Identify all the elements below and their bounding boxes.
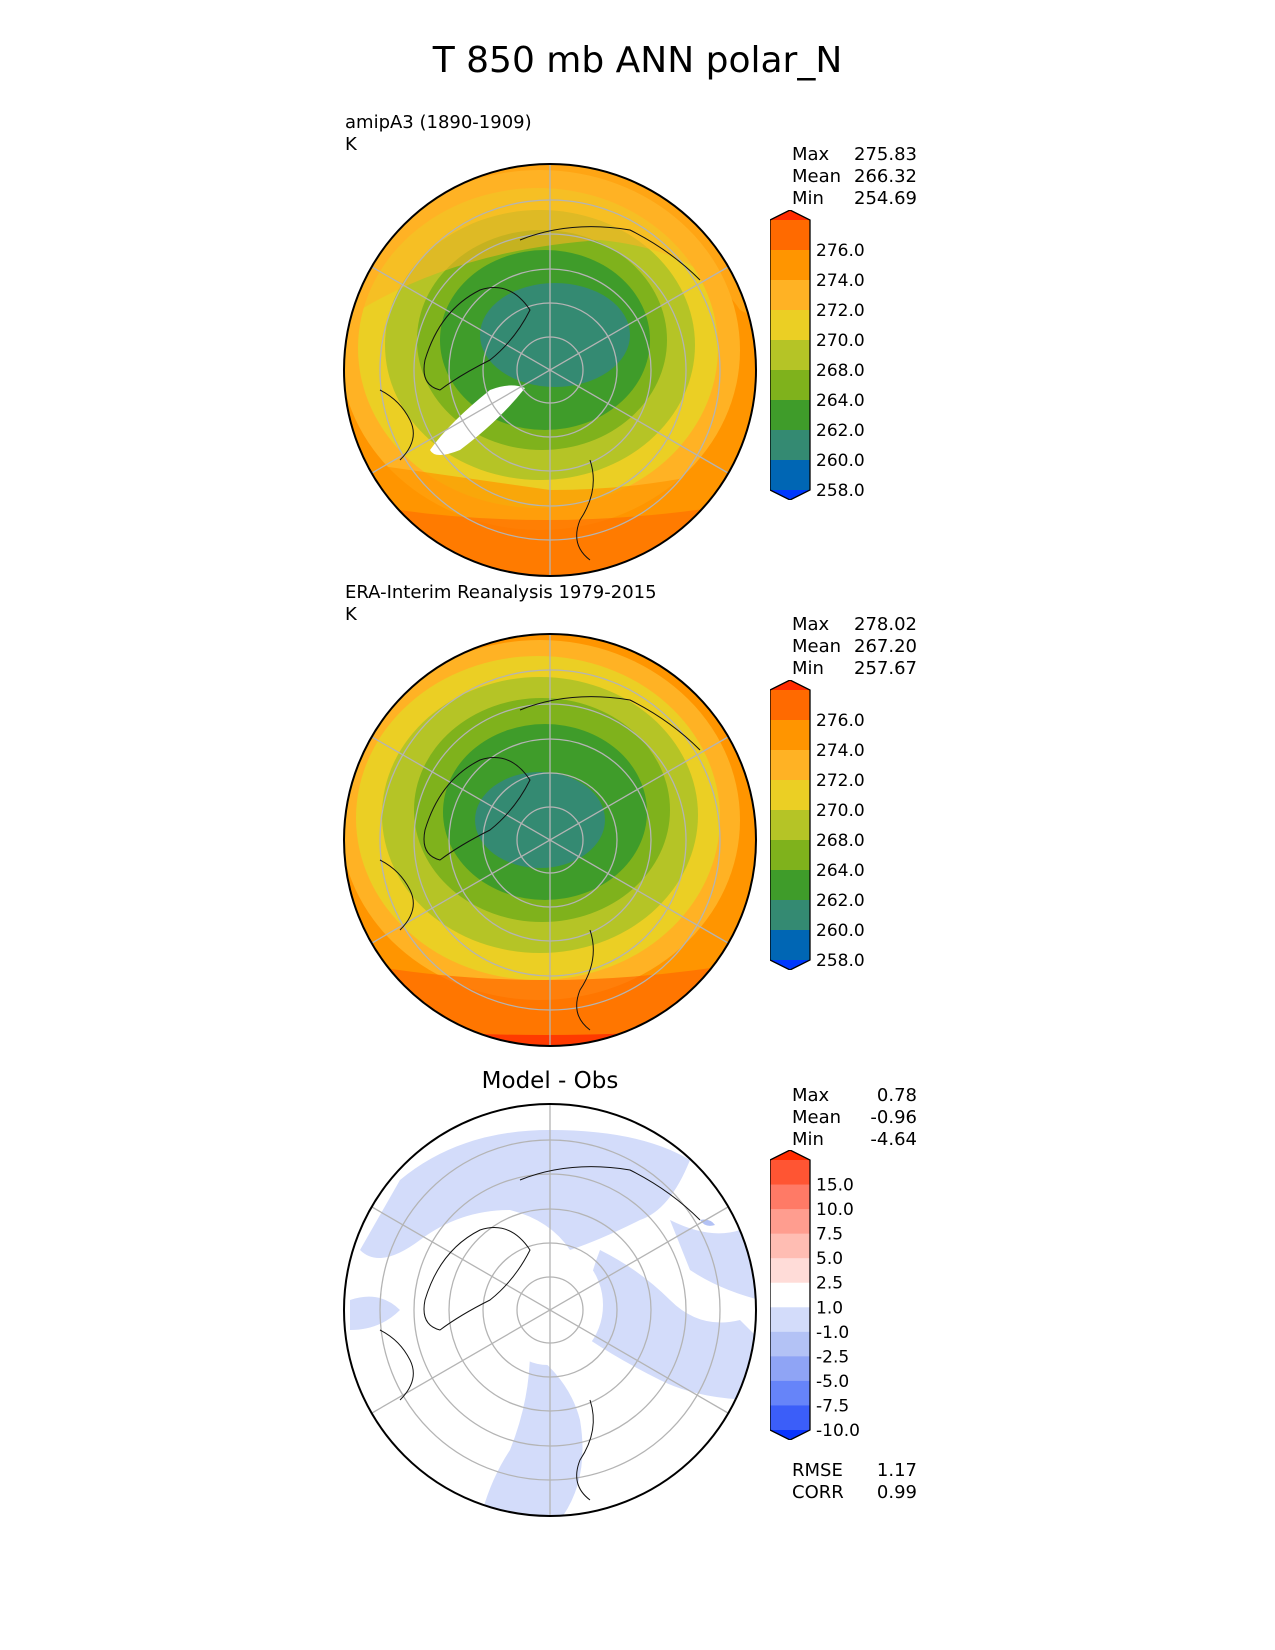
colorbar-swatch: [770, 370, 810, 401]
colorbar-swatch: [770, 400, 810, 431]
colorbar-tick-label: 272.0: [816, 771, 865, 791]
metric-corr: CORR 0.99: [792, 1482, 917, 1503]
colorbar-swatch: [770, 720, 810, 751]
colorbar-swatch: [770, 840, 810, 871]
colorbar-tick-label: 264.0: [816, 861, 865, 881]
stat-mean: Mean 267.20: [792, 636, 917, 657]
colorbar-tick-label: 15.0: [816, 1176, 854, 1196]
colorbar-swatch: [770, 750, 810, 781]
colorbar-tick-label: -2.5: [816, 1347, 849, 1367]
colorbar-swatch: [770, 680, 810, 690]
colorbar-tick-label: 2.5: [816, 1274, 843, 1294]
colorbar-swatch: [770, 1380, 810, 1406]
colorbar-swatch: [770, 780, 810, 811]
colorbar-tick-label: 270.0: [816, 331, 865, 351]
colorbar-swatch: [770, 280, 810, 311]
panel-obs-colorbar: 276.0 274.0 272.0 270.0 268.0 264.0 262.0 260.0…: [770, 680, 865, 970]
colorbar-swatch: [770, 490, 810, 500]
colorbar-tick-label: 272.0: [816, 301, 865, 321]
colorbar-tick-label: 268.0: [816, 361, 865, 381]
colorbar-swatch: [770, 1233, 810, 1259]
colorbar-swatch: [770, 1184, 810, 1210]
stat-min: Min 254.69: [792, 188, 917, 209]
colorbar-swatch: [770, 870, 810, 901]
panel-model-title: amipA3 (1890-1909): [345, 112, 532, 133]
panel-model-units: K: [345, 134, 357, 155]
colorbar-swatch: [770, 460, 810, 491]
colorbar-swatch: [770, 810, 810, 841]
colorbar-tick-label: 264.0: [816, 391, 865, 411]
panel-obs-map: [343, 633, 757, 1047]
metric-rmse: RMSE 1.17: [792, 1460, 917, 1481]
colorbar-swatch: [770, 1258, 810, 1284]
figure-title: T 850 mb ANN polar_N: [432, 40, 843, 81]
panel-obs-title: ERA-Interim Reanalysis 1979-2015: [345, 582, 657, 603]
panel-model-stats: Max 275.83 Mean 266.32 Min 254.69: [792, 144, 917, 210]
colorbar-swatch: [770, 690, 810, 721]
colorbar-swatch: [770, 1282, 810, 1308]
colorbar-swatch: [770, 430, 810, 461]
colorbar-swatch: [770, 1150, 810, 1160]
colorbar-swatch: [770, 960, 810, 970]
panel-model-map: [343, 163, 757, 577]
colorbar-tick-label: 260.0: [816, 921, 865, 941]
colorbar-swatch: [770, 900, 810, 931]
colorbar-tick-label: 274.0: [816, 741, 865, 761]
stat-min: Min 257.67: [792, 658, 917, 679]
colorbar-swatch: [770, 1209, 810, 1235]
panel-diff-metrics: RMSE 1.17 CORR 0.99: [792, 1460, 917, 1504]
colorbar-swatch: [770, 1307, 810, 1333]
colorbar-tick-label: -5.0: [816, 1372, 849, 1392]
colorbar-swatch: [770, 930, 810, 961]
colorbar-tick-label: 276.0: [816, 711, 865, 731]
panel-obs-units: K: [345, 604, 357, 625]
colorbar-tick-label: 258.0: [816, 481, 865, 500]
stat-min: Min -4.64: [792, 1129, 917, 1150]
colorbar-tick-label: 276.0: [816, 241, 865, 261]
colorbar-tick-label: 10.0: [816, 1200, 854, 1220]
stat-max: Max 0.78: [792, 1085, 917, 1106]
colorbar-swatch: [770, 1331, 810, 1357]
panel-obs-stats: Max 278.02 Mean 267.20 Min 257.67: [792, 614, 917, 680]
colorbar-tick-label: -1.0: [816, 1323, 849, 1343]
colorbar-swatch: [770, 1160, 810, 1186]
colorbar-tick-label: 5.0: [816, 1249, 843, 1269]
panel-diff-colorbar: 15.0 10.0 7.5 5.0 2.5 1.0 -1.0 -2.5 -5.0 -7.5 -10.…: [770, 1150, 860, 1440]
colorbar-tick-label: 260.0: [816, 451, 865, 471]
colorbar-tick-label: 274.0: [816, 271, 865, 291]
stat-mean: Mean -0.96: [792, 1107, 917, 1128]
colorbar-swatch: [770, 1356, 810, 1382]
colorbar-swatch: [770, 310, 810, 341]
colorbar-swatch: [770, 1405, 810, 1431]
colorbar-tick-label: -7.5: [816, 1396, 849, 1416]
colorbar-swatch: [770, 340, 810, 371]
panel-diff-stats: Max 0.78 Mean -0.96 Min -4.64: [792, 1085, 917, 1151]
colorbar-tick-label: 262.0: [816, 421, 865, 441]
stat-mean: Mean 266.32: [792, 166, 917, 187]
colorbar-swatch: [770, 250, 810, 281]
colorbar-tick-label: -10.0: [816, 1421, 860, 1440]
colorbar-tick-label: 262.0: [816, 891, 865, 911]
colorbar-tick-label: 258.0: [816, 951, 865, 970]
panel-diff-map: [343, 1103, 757, 1517]
colorbar-tick-label: 1.0: [816, 1298, 843, 1318]
colorbar-swatch: [770, 1430, 810, 1440]
panel-diff-title: Model - Obs: [481, 1068, 619, 1094]
colorbar-tick-label: 268.0: [816, 831, 865, 851]
colorbar-tick-label: 270.0: [816, 801, 865, 821]
colorbar-tick-label: 7.5: [816, 1225, 843, 1245]
panel-model-colorbar: 276.0 274.0 272.0 270.0 268.0 264.0 262.0 260.0…: [770, 210, 865, 500]
colorbar-swatch: [770, 220, 810, 251]
colorbar-swatch: [770, 210, 810, 220]
stat-max: Max 275.83: [792, 144, 917, 165]
stat-max: Max 278.02: [792, 614, 917, 635]
